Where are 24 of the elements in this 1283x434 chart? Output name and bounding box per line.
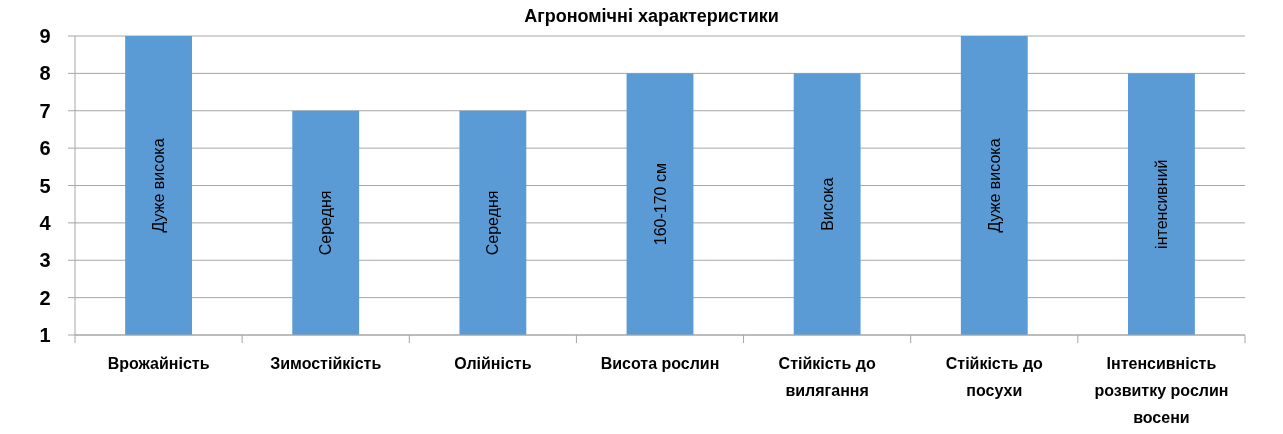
x-tick-label: Зимостійкість <box>270 355 382 372</box>
x-tick-label: Олійність <box>454 355 532 372</box>
x-tick-label: Стійкість до вилягання <box>778 355 876 399</box>
y-tick-label: 1 <box>39 324 51 346</box>
x-tick-label: Врожайність <box>107 355 210 372</box>
data-label: Середня <box>484 190 502 256</box>
y-tick-label: 5 <box>39 174 51 197</box>
y-tick-label: 7 <box>39 99 51 122</box>
y-tick-label: 4 <box>39 211 52 234</box>
data-label: 160-170 см <box>651 163 669 246</box>
data-label: Дуже висока <box>150 138 168 233</box>
x-tick-label: Інтенсивність розвитку рослин восени <box>1094 355 1229 426</box>
data-label: Дуже висока <box>985 138 1003 233</box>
data-label: інтенсивний <box>1152 159 1170 249</box>
x-tick-label: Висота рослин <box>600 355 720 372</box>
data-label: Середня <box>317 190 335 256</box>
y-tick-label: 2 <box>39 286 51 309</box>
data-label: Висока <box>818 177 836 231</box>
y-tick-label: 6 <box>39 137 51 160</box>
chart-title: Агрономічні характеристики <box>524 6 779 26</box>
y-tick-label: 8 <box>39 62 51 85</box>
y-tick-label: 9 <box>39 25 51 47</box>
x-tick-label: Стійкість до посухи <box>945 355 1044 399</box>
y-tick-label: 3 <box>39 249 51 272</box>
